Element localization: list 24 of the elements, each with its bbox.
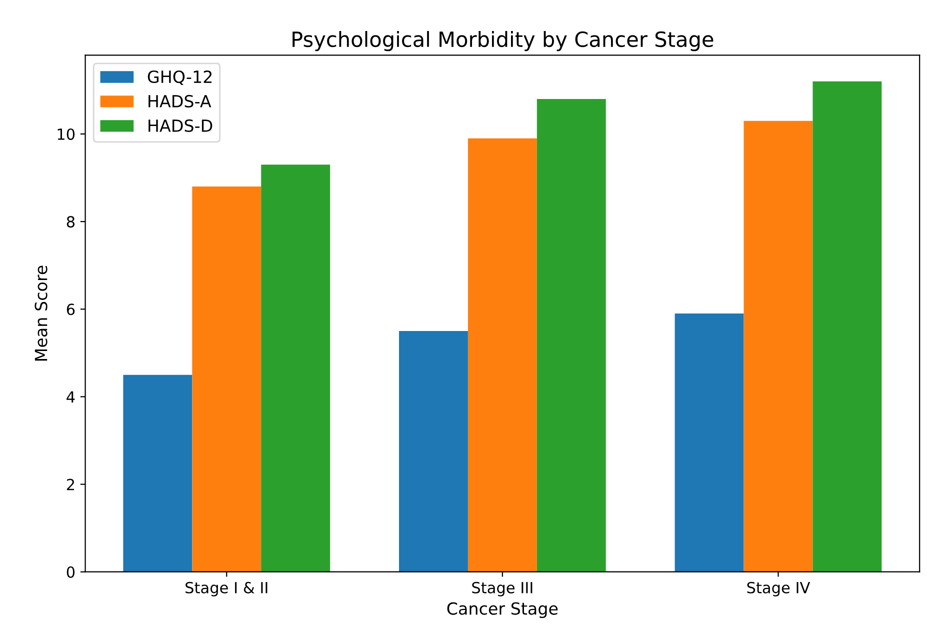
bar bbox=[261, 164, 330, 572]
x-tick-label: Stage III bbox=[472, 582, 532, 596]
y-tick-label: 4 bbox=[66, 391, 75, 403]
bar bbox=[674, 314, 744, 572]
legend-label: GHQ-12 bbox=[148, 70, 212, 85]
y-tick-label: 10 bbox=[58, 128, 75, 140]
bar bbox=[399, 331, 468, 572]
bar bbox=[192, 186, 262, 572]
chart-title: Psychological Morbidity by Cancer Stage bbox=[292, 30, 714, 52]
bar bbox=[812, 81, 882, 572]
bar bbox=[536, 98, 606, 572]
legend-label: HADS-D bbox=[148, 119, 212, 132]
y-tick-label: 8 bbox=[66, 216, 75, 228]
y-tick-label: 0 bbox=[66, 566, 75, 578]
bar bbox=[123, 374, 192, 572]
y-tick-label: 6 bbox=[66, 304, 75, 316]
bar bbox=[744, 120, 813, 572]
legend-label: HADS-A bbox=[148, 94, 212, 108]
y-axis-title: Mean Score bbox=[34, 266, 48, 361]
x-tick-label: Stage IV bbox=[747, 582, 810, 596]
x-tick-label: Stage I & II bbox=[186, 582, 268, 596]
y-tick-label: 2 bbox=[66, 478, 74, 490]
x-axis-title: Cancer Stage bbox=[447, 602, 558, 618]
bar bbox=[468, 138, 537, 572]
